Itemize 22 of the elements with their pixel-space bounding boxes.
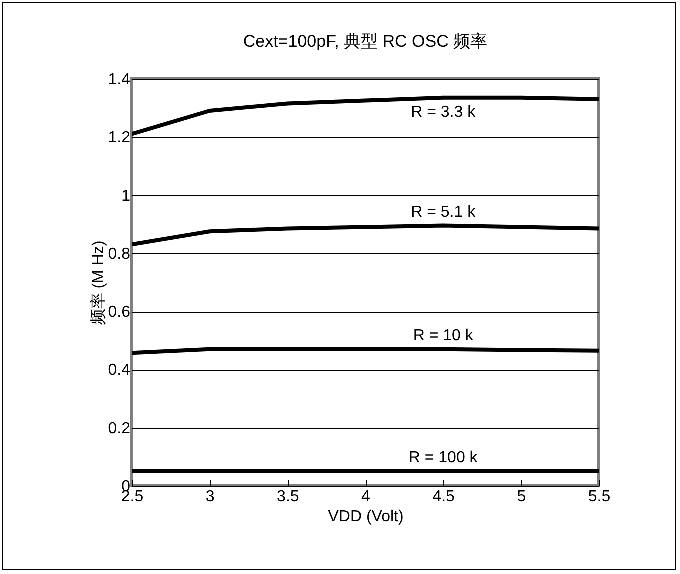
series-label: R = 5.1 k (411, 204, 477, 221)
x-tick-label: 5 (517, 488, 526, 506)
y-tick-label: 0.2 (108, 420, 131, 438)
x-tick-label: 4 (362, 488, 371, 506)
series-label: R = 10 k (413, 327, 474, 344)
x-tick-label: 3 (206, 488, 215, 506)
x-tick-label: 5.5 (588, 488, 611, 506)
y-tick-label: 1.4 (108, 72, 131, 88)
y-tick-label: 0.4 (108, 362, 131, 380)
series-label: R = 100 k (408, 449, 479, 466)
x-axis-title: VDD (Volt) (328, 508, 404, 526)
y-tick-label: 0.8 (108, 246, 131, 263)
x-tick-label: 4.5 (432, 488, 456, 506)
y-tick-label: 1 (122, 188, 131, 205)
y-axis-title: 频率 (M Hz) (89, 240, 108, 326)
y-tick-label: 0.6 (108, 304, 131, 322)
y-tick-label: 1.2 (108, 130, 131, 147)
x-tick-label: 3.5 (277, 488, 300, 506)
chart-title: Cext=100pF, 典型 RC OSC 频率 (243, 32, 488, 51)
line-series (132, 96, 599, 136)
series-label: R = 3.3 k (411, 104, 477, 121)
line-series (132, 224, 599, 247)
